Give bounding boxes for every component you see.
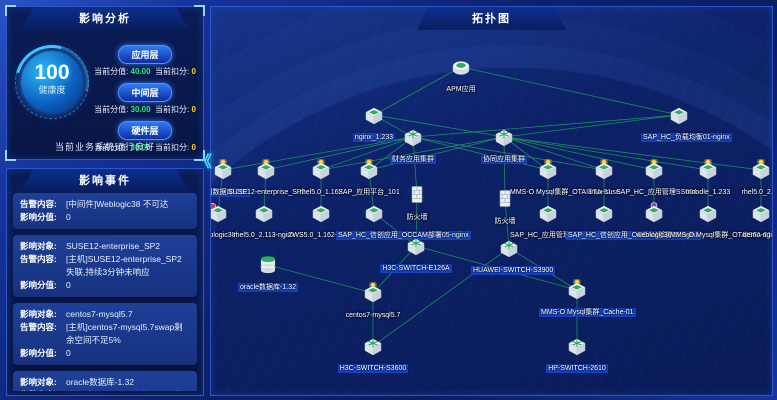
node-label: H3C-SWITCH-E126A (380, 264, 452, 273)
node-label: weblogic38 (210, 232, 236, 239)
topology-node-oracle[interactable]: oracle数据库-1.32 (230, 254, 306, 294)
node-label: MMS-O Mysql集群_Cache-01 (539, 308, 636, 317)
topology-node-hwsw[interactable]: HUAWEI-SWITCH-S3900 (471, 237, 556, 277)
node-label: oracle数据库-1.32 (237, 283, 299, 292)
node-label: MMS-O Mysql集群_OTAISTA-01 (510, 189, 612, 196)
node-label: SAP_HC_应用管理SS004-nginx (510, 232, 610, 239)
topology-node-e126a[interactable]: H3C-SWITCH-E126A (378, 235, 454, 275)
topology-node-sapoccam[interactable]: SAP_HC_信创应用_OCCAM部署05-nginx (336, 202, 471, 242)
node-label: moodle_1.233 (685, 189, 731, 196)
topology-node-linuxsuse[interactable]: linux-suse (566, 159, 642, 199)
node-label: ZWS5.0_1.162-nginx (288, 232, 354, 239)
layer-pill: 中间层 (118, 83, 172, 102)
layer-pill: 硬件层 (118, 121, 172, 140)
node-label: linux-suse (588, 189, 620, 196)
impact-events-title: 影响事件 (20, 169, 190, 192)
event-card[interactable]: 影响对象: SUSE12-enterprise_SP2 告警内容: [主机]SUSE… (13, 235, 197, 297)
topology-node-zws162n[interactable]: ZWS5.0_1.162-nginx (283, 202, 359, 242)
topology-node-weblogic36[interactable]: weblogic36 (616, 202, 692, 242)
layer-score-row: 当前分值: 30.00 当前扣分: 0 (94, 143, 196, 152)
topology-panel: 拓扑图 APM应用 nginx_1.233 SAP_HC_负载均衡01-ngin… (210, 6, 773, 396)
event-card[interactable]: 影响对象: centos7-mysql5.7 告警内容: [主机]centos7-m… (13, 303, 197, 365)
topology-node-fw1[interactable]: 防火墙 (379, 184, 455, 224)
topology-edges (217, 66, 762, 347)
topology-node-layer: APM应用 nginx_1.233 SAP_HC_负载均衡01-nginx 财务… (211, 7, 772, 395)
node-label: APM应用 (446, 86, 476, 93)
topology-node-sap101[interactable]: SAP_应用平台_101 (331, 159, 407, 199)
system-status-text: 当前业务系统运行良好 (54, 142, 155, 152)
topology-title: 拓扑图 (416, 7, 567, 30)
topology-node-hp2610[interactable]: HP-SWITCH-2610 (539, 335, 615, 375)
node-label: nginx_1.233 (352, 133, 396, 142)
node-label: HP-SWITCH-2610 (546, 364, 608, 373)
node-label: HUAWEI-SWITCH-S3900 (471, 266, 556, 275)
layer-1: 中间层 当前分值: 30.00 当前扣分: 0 (89, 83, 201, 115)
corner-decoration (194, 150, 205, 161)
corner-decoration (5, 5, 16, 16)
topology-node-mms01n[interactable]: MMS-O Mysql集群_OTAISTA-01-nginx (670, 202, 772, 242)
topology-node-mms01[interactable]: MMS-O Mysql集群_OTAISTA-01 (510, 159, 611, 199)
layer-2: 硬件层 当前分值: 30.00 当前扣分: 0 (89, 121, 201, 153)
event-card[interactable]: 影响对象:oracle数据库-1.32 告警内容:[数据库:ORACLE]主机o… (13, 371, 197, 391)
layer-pill: 应用层 (118, 45, 172, 64)
node-label: 信创数据库-252 (211, 188, 250, 197)
layer-score-row: 当前分值: 30.00 当前扣分: 0 (94, 105, 196, 114)
node-label: MMS-O Mysql集群_OTAISTA-01-nginx (670, 232, 772, 239)
layer-score-row: 当前分值: 40.00 当前扣分: 0 (94, 67, 196, 76)
topology-node-clustercoop[interactable]: 协同应用集群 (466, 126, 542, 166)
topology-node-suse[interactable]: SUSE12-enterprise_SP2 (228, 159, 306, 199)
topology-node-centos7[interactable]: centos7-mysql5.7 (335, 282, 411, 322)
topology-node-rhel231[interactable]: rhel5.0_2.31 (723, 159, 773, 199)
node-label: SAP_HC_应用管理SS004 (616, 189, 697, 196)
corner-decoration (194, 5, 205, 16)
topology-node-sap004n[interactable]: SAP_HC_应用管理SS004-nginx (510, 202, 610, 242)
topology-node-rhel162[interactable]: rhel5.0_1.162 (283, 159, 359, 199)
node-label: 防火墙 (406, 214, 428, 221)
node-label: SAP_HC_负载均衡01-nginx (641, 133, 732, 142)
topology-node-cache01[interactable]: MMS-O Mysql集群_Cache-01 (539, 279, 636, 319)
topology-node-weblogic38[interactable]: weblogic38 (210, 202, 256, 242)
topology-node-nginx1233[interactable]: nginx_1.233 (336, 104, 412, 144)
node-label: rhel5.0_2.113-nginx (233, 232, 295, 239)
collapse-sidebar-chevron[interactable]: 《 (196, 154, 213, 171)
impact-events-panel: 影响事件 告警内容: [中间件]Weblogic38 不可达 影响分值: 0 影响对… (6, 168, 204, 396)
node-label: H3C-SWITCH-S3600 (337, 364, 409, 373)
node-label: centos7-mysql5.7 (345, 312, 401, 319)
topology-node-demon[interactable]: demo-nginx (723, 202, 772, 242)
topology-node-fw2[interactable]: 防火墙 (467, 188, 543, 228)
node-label: SAP_HC_信创应用_OCCAM部署03-nginx (566, 231, 701, 240)
impact-analysis-title: 影响分析 (20, 7, 190, 30)
layer-0: 应用层 当前分值: 40.00 当前扣分: 0 (89, 45, 201, 77)
topology-node-lb01[interactable]: SAP_HC_负载均衡01-nginx (641, 104, 732, 144)
impact-analysis-panel: 影响分析 100 健康度 应用层 当前分值: 40.00 当前扣分: 0 中间层… (5, 5, 205, 161)
topology-node-sapoccap[interactable]: SAP_HC_信创应用_OCCAM部署03-nginx (566, 202, 701, 242)
topology-node-s3600[interactable]: H3C-SWITCH-S3600 (335, 335, 411, 375)
node-label: SAP_应用平台_101 (338, 189, 400, 196)
node-label: rhel5.0_2.31 (741, 189, 773, 196)
node-label: SAP_HC_信创应用_OCCAM部署05-nginx (336, 231, 471, 240)
event-list: 告警内容: [中间件]Weblogic38 不可达 影响分值: 0 影响对象: SUS… (13, 193, 197, 391)
event-card[interactable]: 告警内容: [中间件]Weblogic38 不可达 影响分值: 0 (13, 193, 197, 229)
corner-decoration (5, 150, 16, 161)
corner-decoration (7, 169, 16, 178)
node-label: 财务应用集群 (390, 155, 436, 164)
topology-node-sap004[interactable]: SAP_HC_应用管理SS004 (616, 159, 697, 199)
health-score: 100 (34, 61, 70, 84)
node-label: 协同应用集群 (481, 155, 527, 164)
topology-node-clusterfin[interactable]: 财务应用集群 (375, 126, 451, 166)
topology-node-rhel113n[interactable]: rhel5.0_2.113-nginx (226, 202, 302, 242)
node-label: demo-nginx (742, 232, 772, 239)
topology-node-apm[interactable]: APM应用 (423, 56, 499, 96)
topology-node-xcdb[interactable]: 信创数据库-252 (211, 159, 261, 199)
node-label: SUSE12-enterprise_SP2 (228, 189, 306, 196)
node-label: rhel5.0_1.162 (299, 189, 343, 196)
health-label: 健康度 (38, 85, 66, 95)
node-label: weblogic36 (636, 232, 672, 239)
topology-node-moodle[interactable]: moodle_1.233 (670, 159, 746, 199)
health-globe: 100 健康度 (15, 45, 89, 119)
node-label: 防火墙 (494, 218, 516, 225)
